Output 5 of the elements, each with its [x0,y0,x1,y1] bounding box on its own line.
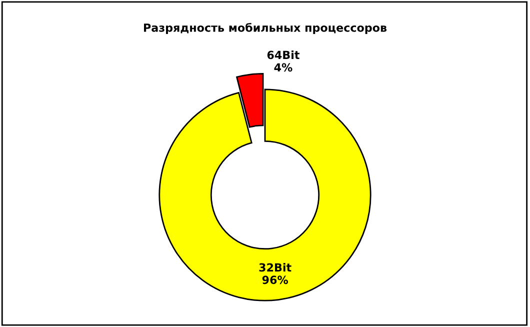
chart-title: Разрядность мобильных процессоров [144,22,387,34]
data-label: 4% [274,63,292,72]
data-label: 96% [262,276,288,284]
slice-label: 32Bit [259,263,292,272]
slice-label: 64Bit [267,50,300,60]
